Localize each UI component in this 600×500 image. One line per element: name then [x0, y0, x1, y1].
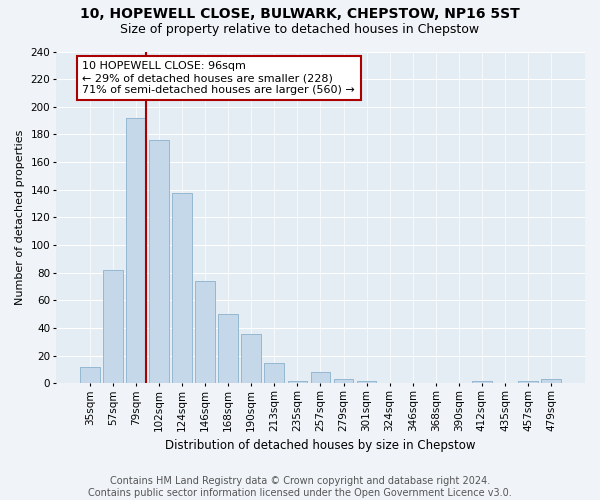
Text: 10 HOPEWELL CLOSE: 96sqm
← 29% of detached houses are smaller (228)
71% of semi-: 10 HOPEWELL CLOSE: 96sqm ← 29% of detach…: [82, 62, 355, 94]
Bar: [334, 380, 353, 384]
Text: 10, HOPEWELL CLOSE, BULWARK, CHEPSTOW, NP16 5ST: 10, HOPEWELL CLOSE, BULWARK, CHEPSTOW, N…: [80, 8, 520, 22]
Bar: [126, 118, 146, 384]
Bar: [195, 281, 215, 384]
Bar: [541, 380, 561, 384]
Bar: [518, 380, 538, 384]
Bar: [265, 362, 284, 384]
Y-axis label: Number of detached properties: Number of detached properties: [15, 130, 25, 305]
Bar: [241, 334, 261, 384]
Bar: [103, 270, 122, 384]
Bar: [172, 192, 192, 384]
Bar: [357, 380, 376, 384]
Text: Size of property relative to detached houses in Chepstow: Size of property relative to detached ho…: [121, 22, 479, 36]
Bar: [218, 314, 238, 384]
Bar: [472, 380, 492, 384]
Bar: [287, 380, 307, 384]
Text: Contains HM Land Registry data © Crown copyright and database right 2024.
Contai: Contains HM Land Registry data © Crown c…: [88, 476, 512, 498]
Bar: [311, 372, 330, 384]
X-axis label: Distribution of detached houses by size in Chepstow: Distribution of detached houses by size …: [165, 440, 476, 452]
Bar: [149, 140, 169, 384]
Bar: [80, 367, 100, 384]
